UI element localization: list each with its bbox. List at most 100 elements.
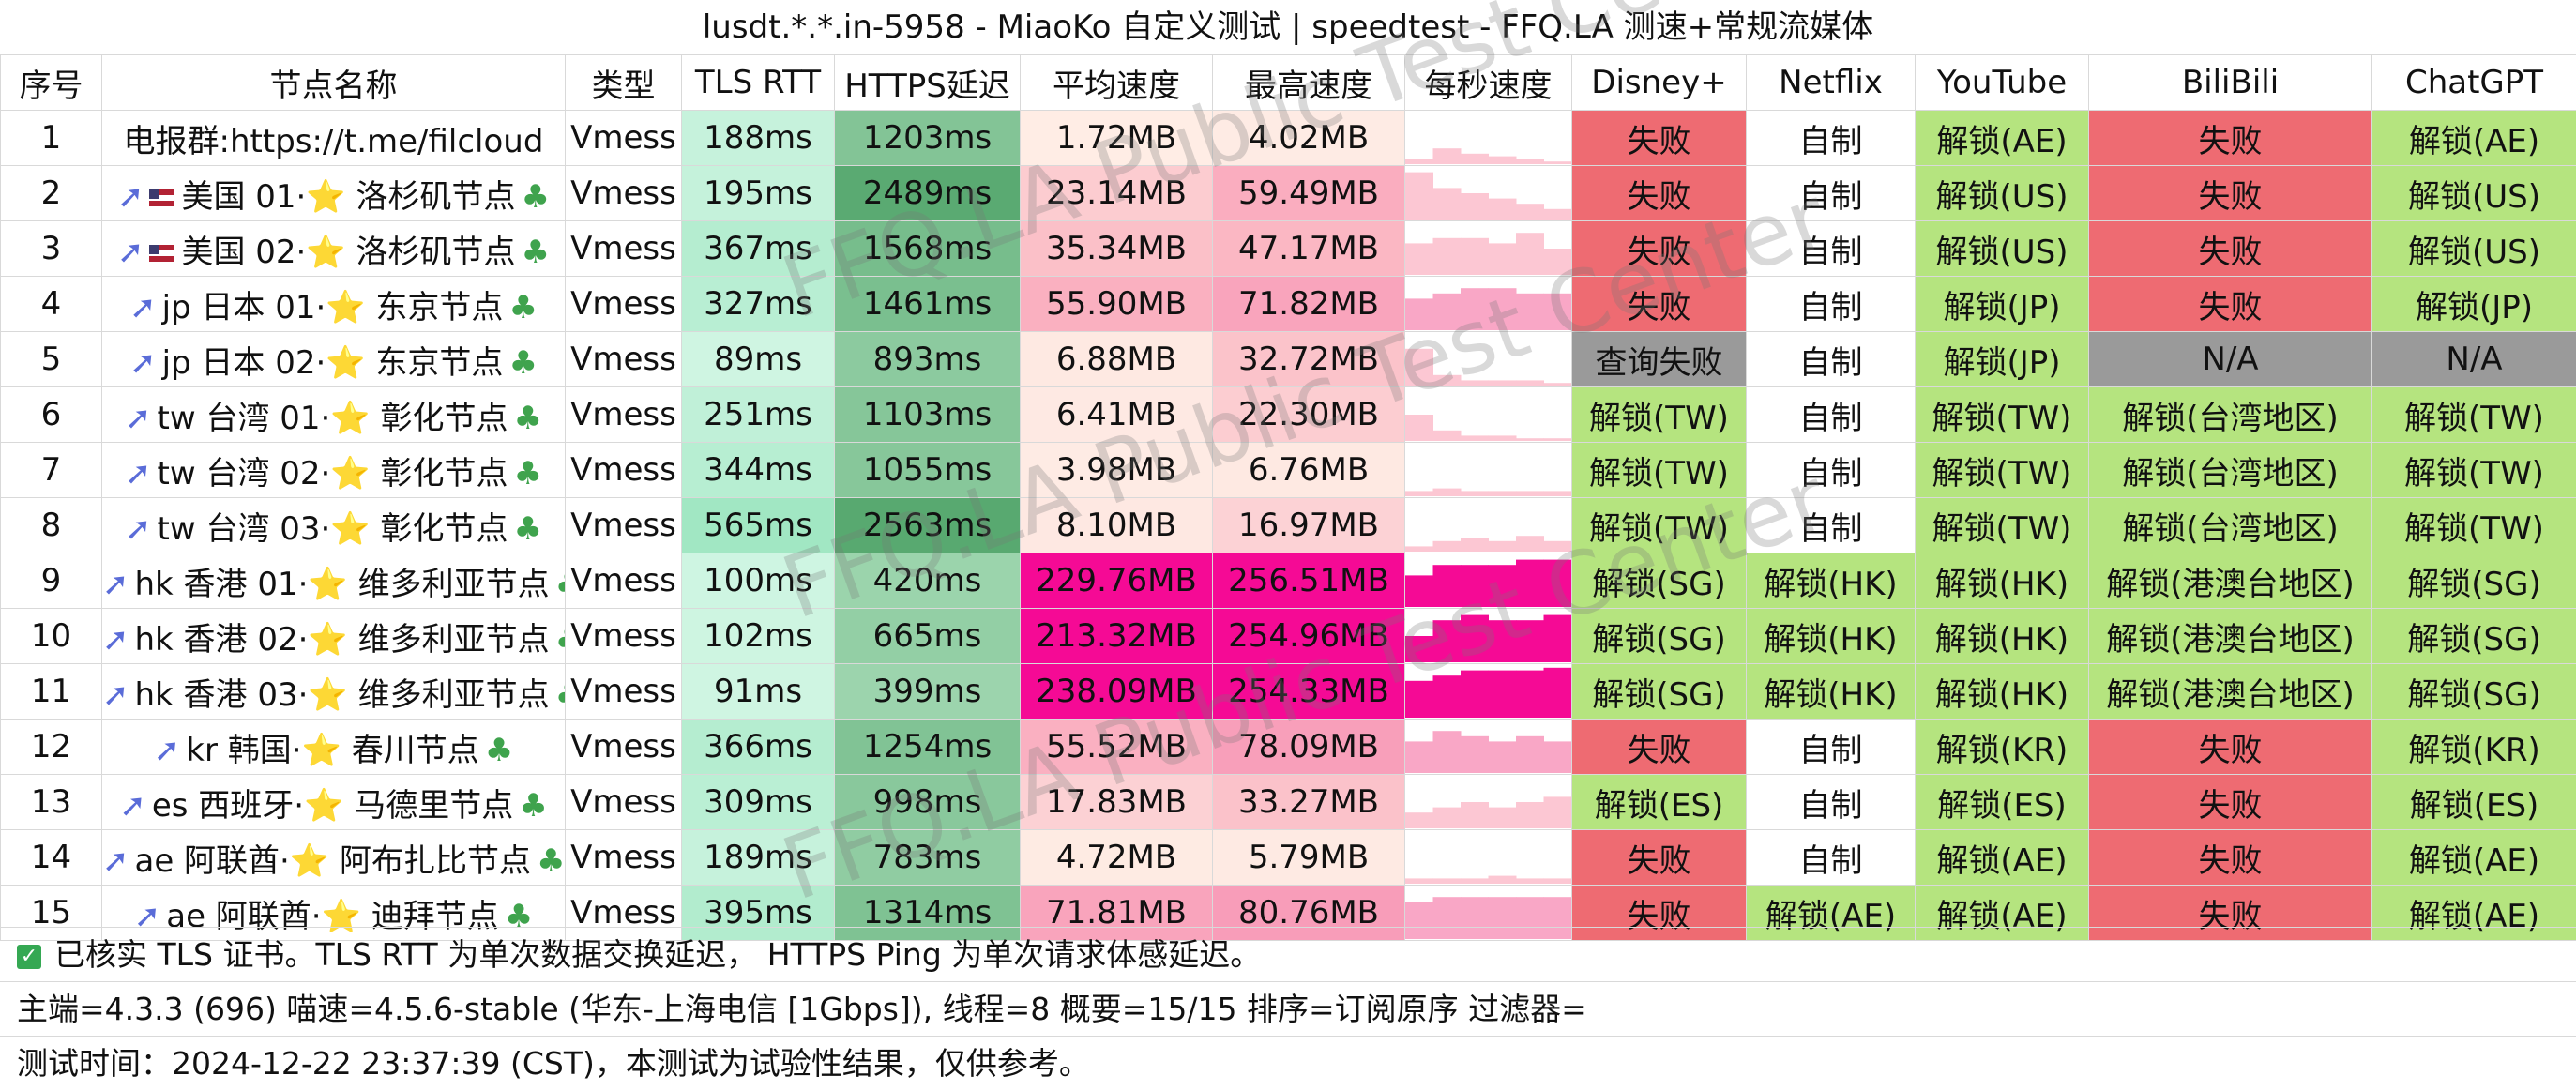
row-index: 6 bbox=[1, 387, 102, 443]
chatgpt-status: 解锁(JP) bbox=[2372, 277, 2576, 332]
table-row: 9➚hk 香港 01·⭐ 维多利亚节点♣Vmess100ms420ms229.7… bbox=[1, 553, 2576, 609]
palm-tree-icon: ♣ bbox=[522, 234, 550, 271]
row-index: 13 bbox=[1, 775, 102, 830]
row-index: 2 bbox=[1, 166, 102, 221]
speed-bar bbox=[1516, 802, 1544, 828]
node-name: 电报群:https://t.me/filcloud bbox=[102, 111, 566, 166]
speed-bar bbox=[1405, 546, 1433, 552]
netflix-status: 自制 bbox=[1747, 775, 1916, 830]
https-latency: 1568ms bbox=[835, 221, 1021, 277]
netflix-status: 自制 bbox=[1747, 111, 1916, 166]
speed-bar bbox=[1489, 157, 1517, 164]
per-second-speed bbox=[1405, 609, 1572, 664]
speed-bar bbox=[1516, 438, 1544, 441]
chatgpt-status: N/A bbox=[2372, 332, 2576, 387]
bilibili-status: 解锁(台湾地区) bbox=[2089, 443, 2372, 498]
https-latency: 420ms bbox=[835, 553, 1021, 609]
tls-rtt: 102ms bbox=[682, 609, 835, 664]
per-second-speed bbox=[1405, 720, 1572, 775]
node-type: Vmess bbox=[566, 277, 682, 332]
tls-rtt: 189ms bbox=[682, 830, 835, 886]
speed-bar bbox=[1516, 233, 1544, 275]
speed-bar bbox=[1516, 380, 1544, 386]
node-name: ➚kr 韩国·⭐ 春川节点♣ bbox=[102, 720, 566, 775]
chatgpt-status: 解锁(KR) bbox=[2372, 720, 2576, 775]
speed-bar bbox=[1433, 188, 1462, 220]
disney-status: 查询失败 bbox=[1572, 332, 1747, 387]
speed-bar bbox=[1405, 491, 1433, 496]
header-cell-9: Netflix bbox=[1747, 55, 1916, 111]
speed-bar bbox=[1405, 741, 1433, 773]
bilibili-status: 失败 bbox=[2089, 166, 2372, 221]
node-type: Vmess bbox=[566, 166, 682, 221]
chatgpt-status: 解锁(AE) bbox=[2372, 111, 2576, 166]
disney-status: 解锁(TW) bbox=[1572, 498, 1747, 553]
tls-rtt: 89ms bbox=[682, 332, 835, 387]
test-time: 测试时间：2024-12-22 23:37:39 (CST)，本测试为试验性结果… bbox=[0, 1036, 2576, 1090]
rocket-icon: ➚ bbox=[102, 676, 129, 714]
avg-speed: 6.41MB bbox=[1021, 387, 1213, 443]
speed-bar bbox=[1461, 238, 1489, 275]
speed-bar bbox=[1433, 431, 1462, 441]
speed-bar bbox=[1544, 541, 1572, 552]
netflix-status: 自制 bbox=[1747, 166, 1916, 221]
speed-bar bbox=[1405, 812, 1433, 828]
per-second-speed bbox=[1405, 221, 1572, 277]
avg-speed: 55.52MB bbox=[1021, 720, 1213, 775]
node-name-text: kr 韩国·⭐ 春川节点 bbox=[186, 732, 478, 769]
tls-rtt: 251ms bbox=[682, 387, 835, 443]
bilibili-status: 失败 bbox=[2089, 277, 2372, 332]
max-speed: 59.49MB bbox=[1213, 166, 1405, 221]
node-name-text: es 西班牙·⭐ 马德里节点 bbox=[152, 787, 513, 825]
speed-bar bbox=[1516, 736, 1544, 773]
bilibili-status: 解锁(港澳台地区) bbox=[2089, 609, 2372, 664]
palm-tree-icon: ♣ bbox=[555, 676, 566, 714]
node-type: Vmess bbox=[566, 221, 682, 277]
youtube-status: 解锁(TW) bbox=[1916, 443, 2089, 498]
node-name-text: 电报群:https://t.me/filcloud bbox=[124, 123, 544, 160]
disney-status: 失败 bbox=[1572, 221, 1747, 277]
speed-bar bbox=[1544, 249, 1572, 275]
node-name: ➚jp 日本 01·⭐ 东京节点♣ bbox=[102, 277, 566, 332]
speed-bar bbox=[1461, 435, 1489, 441]
netflix-status: 自制 bbox=[1747, 720, 1916, 775]
speed-bar bbox=[1405, 173, 1433, 220]
speed-bar bbox=[1544, 796, 1572, 828]
node-name-text: jp 日本 01·⭐ 东京节点 bbox=[162, 289, 504, 326]
report-title: lusdt.*.*.in-5958 - MiaoKo 自定义测试 | speed… bbox=[0, 0, 2576, 54]
speed-bar bbox=[1405, 298, 1433, 330]
per-second-speed bbox=[1405, 553, 1572, 609]
node-type: Vmess bbox=[566, 553, 682, 609]
header-cell-5: 平均速度 bbox=[1021, 55, 1213, 111]
per-second-speed bbox=[1405, 277, 1572, 332]
youtube-status: 解锁(HK) bbox=[1916, 664, 2089, 720]
chatgpt-status: 解锁(SG) bbox=[2372, 609, 2576, 664]
tls-rtt: 100ms bbox=[682, 553, 835, 609]
per-second-speed bbox=[1405, 775, 1572, 830]
https-latency: 893ms bbox=[835, 332, 1021, 387]
https-latency: 998ms bbox=[835, 775, 1021, 830]
rocket-icon: ➚ bbox=[125, 510, 152, 548]
speed-bar bbox=[1489, 380, 1517, 386]
node-type: Vmess bbox=[566, 830, 682, 886]
speed-bar bbox=[1461, 491, 1489, 496]
speed-bar bbox=[1433, 675, 1462, 718]
header-cell-0: 序号 bbox=[1, 55, 102, 111]
chatgpt-status: 解锁(US) bbox=[2372, 221, 2576, 277]
per-second-speed bbox=[1405, 111, 1572, 166]
palm-tree-icon: ♣ bbox=[485, 732, 513, 769]
speed-bar bbox=[1405, 681, 1433, 718]
header-cell-11: BiliBili bbox=[2089, 55, 2372, 111]
avg-speed: 4.72MB bbox=[1021, 830, 1213, 886]
speed-bar bbox=[1516, 159, 1544, 164]
speed-bar bbox=[1433, 878, 1462, 884]
row-index: 14 bbox=[1, 830, 102, 886]
tls-rtt: 565ms bbox=[682, 498, 835, 553]
speed-bar bbox=[1461, 538, 1489, 552]
avg-speed: 213.32MB bbox=[1021, 609, 1213, 664]
